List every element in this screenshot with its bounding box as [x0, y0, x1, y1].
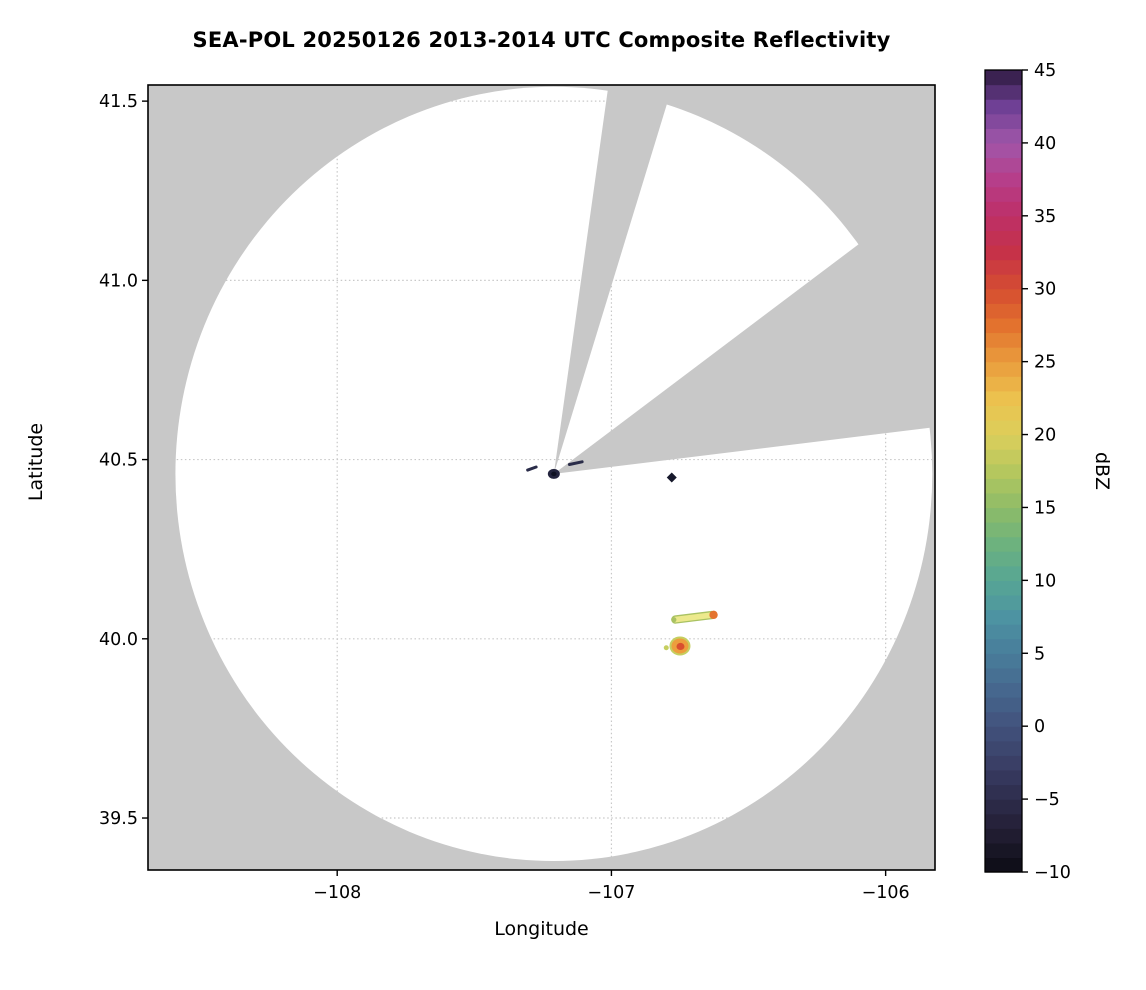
colorbar-tick-label: 40	[1034, 134, 1056, 154]
colorbar-segment	[985, 828, 1022, 844]
colorbar-segment	[985, 769, 1022, 786]
colorbar-segment	[985, 390, 1022, 406]
colorbar-segment	[985, 463, 1022, 479]
y-tick-label: 40.0	[99, 630, 138, 650]
colorbar-segment	[985, 711, 1022, 727]
colorbar-segment	[985, 99, 1022, 115]
echo-radar-origin-dash-east	[567, 460, 584, 467]
colorbar-tick-label: 30	[1034, 280, 1056, 300]
colorbar-segment	[985, 230, 1022, 246]
colorbar-segment	[985, 201, 1022, 217]
y-tick-label: 39.5	[99, 809, 138, 829]
colorbar-segment	[985, 653, 1022, 669]
echo-radar-origin-blob	[547, 468, 560, 479]
x-tick-label: −108	[313, 883, 361, 903]
colorbar-tick-label: 5	[1034, 644, 1045, 664]
colorbar-segment	[985, 522, 1022, 538]
colorbar-segment	[985, 609, 1022, 625]
colorbar-segment	[985, 347, 1022, 363]
colorbar-segment	[985, 784, 1022, 800]
colorbar-segment	[985, 172, 1022, 188]
echo-orange-cell-fringe-dot	[663, 645, 669, 651]
colorbar-tick-label: 45	[1034, 61, 1056, 81]
colorbar-segment	[985, 128, 1022, 144]
colorbar-tick-label: 25	[1034, 353, 1056, 373]
colorbar-segment	[985, 288, 1022, 304]
colorbar-label: dBZ	[1091, 451, 1113, 491]
colorbar-segment	[985, 186, 1022, 202]
y-tick-label: 40.5	[99, 451, 138, 471]
colorbar-segment	[985, 813, 1022, 829]
echo-yellow-streak-echo	[671, 610, 718, 624]
colorbar-segment	[985, 317, 1022, 334]
colorbar-segment	[985, 244, 1022, 261]
colorbar-segment	[985, 580, 1022, 596]
colorbar-segment	[985, 755, 1022, 771]
colorbar-segment	[985, 667, 1022, 684]
y-tick-label: 41.5	[99, 92, 138, 112]
colorbar-segment	[985, 113, 1022, 129]
colorbar-tick-label: 35	[1034, 207, 1056, 227]
colorbar-segment	[985, 142, 1022, 159]
axes-frame	[147, 84, 936, 871]
colorbar-tick-label: −10	[1034, 863, 1071, 883]
colorbar-segment	[985, 376, 1022, 392]
colorbar-tick-label: 10	[1034, 571, 1056, 591]
x-tick-label: −106	[862, 883, 910, 903]
colorbar-tick-label: −5	[1034, 790, 1060, 810]
x-axis-label: Longitude	[494, 918, 589, 940]
colorbar-segment	[985, 478, 1022, 494]
colorbar-segment	[985, 70, 1022, 86]
y-tick-label: 41.0	[99, 271, 138, 291]
colorbar-segment	[985, 449, 1022, 465]
x-tick-label: −107	[587, 883, 635, 903]
colorbar-segment	[985, 215, 1022, 231]
colorbar-segment	[985, 740, 1022, 756]
colorbar-segment	[985, 332, 1022, 348]
colorbar-segment	[985, 726, 1022, 742]
blocked-sector-2	[553, 186, 935, 474]
echo-orange-cell-echo	[669, 636, 691, 656]
colorbar-segment	[985, 551, 1022, 567]
colorbar-segment	[985, 157, 1022, 173]
colorbar-segment	[985, 842, 1022, 859]
chart-title: SEA-POL 20250126 2013-2014 UTC Composite…	[192, 28, 891, 52]
colorbar-segment	[985, 624, 1022, 640]
colorbar-segment	[985, 682, 1022, 698]
colorbar-segment	[985, 857, 1022, 873]
colorbar-tick-label: 15	[1034, 498, 1056, 518]
colorbar-tick-label: 0	[1034, 717, 1045, 737]
colorbar-segment	[985, 361, 1022, 377]
colorbar-segment	[985, 799, 1022, 815]
colorbar-segment	[985, 259, 1022, 275]
colorbar-segment	[985, 536, 1022, 552]
colorbar-segment	[985, 274, 1022, 290]
colorbar-segment	[985, 434, 1022, 450]
colorbar-segment	[985, 84, 1022, 100]
y-axis-label: Latitude	[25, 422, 47, 502]
colorbar-segment	[985, 697, 1022, 713]
colorbar-outline	[984, 69, 1023, 873]
blocked-sector-1	[553, 85, 673, 474]
colorbar-segment	[985, 594, 1022, 611]
colorbar-segment	[985, 565, 1022, 581]
plot-area	[148, 85, 935, 870]
colorbar-tick-label: 20	[1034, 426, 1056, 446]
colorbar-segment	[985, 303, 1022, 319]
colorbar-segment	[985, 405, 1022, 421]
echo-radar-origin-dash-west	[526, 465, 538, 472]
colorbar-segment	[985, 638, 1022, 654]
colorbar-segment	[985, 507, 1022, 523]
colorbar-segment	[985, 419, 1022, 436]
echo-isolated-dark-echo-east	[666, 472, 677, 483]
colorbar-segment	[985, 492, 1022, 509]
